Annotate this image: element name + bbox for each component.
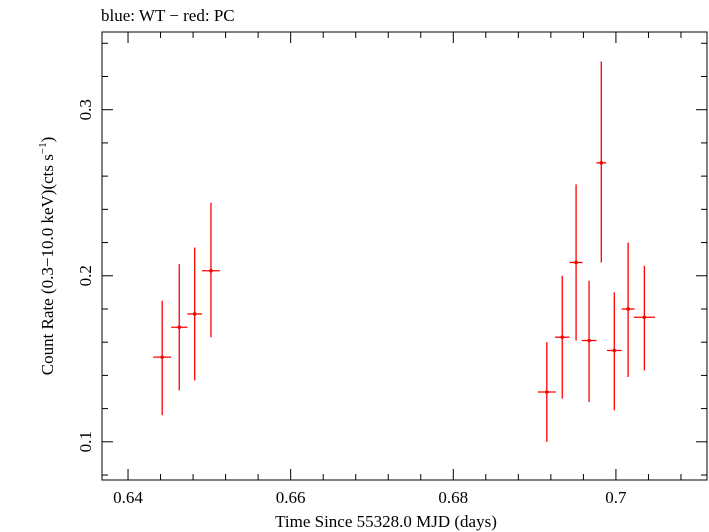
data-point <box>633 265 655 371</box>
plot-frame <box>101 31 708 481</box>
y-axis-label-end: ) <box>38 137 57 143</box>
x-axis-ticks: 0.64 0.66 0.68 0.7 <box>113 32 682 507</box>
x-tick-label: 0.68 <box>438 488 468 507</box>
data-point <box>621 242 635 378</box>
y-axis-label-main: Count Rate (0.3−10.0 keV)(cts s <box>38 154 57 375</box>
y-tick-label: 0.2 <box>76 265 95 286</box>
y-axis-ticks: 0.1 0.2 0.3 <box>76 42 707 476</box>
point-marker <box>545 390 549 394</box>
point-marker <box>192 312 197 316</box>
data-point <box>171 264 188 391</box>
point-marker <box>599 161 604 165</box>
point-marker <box>560 335 565 339</box>
data-point <box>202 202 220 338</box>
x-tick-label: 0.66 <box>276 488 306 507</box>
point-marker <box>574 260 578 265</box>
data-point <box>569 184 583 341</box>
y-tick-label: 0.1 <box>76 431 95 452</box>
point-marker <box>642 315 647 320</box>
data-points <box>153 61 655 442</box>
point-marker <box>626 307 630 311</box>
x-tick-label: 0.7 <box>605 488 627 507</box>
data-point <box>596 61 607 263</box>
x-axis-label: Time Since 55328.0 MJD (days) <box>275 512 497 531</box>
point-marker <box>209 268 213 273</box>
y-tick-label: 0.3 <box>76 99 95 120</box>
point-marker <box>587 338 591 343</box>
point-marker <box>160 355 164 359</box>
data-point <box>537 342 556 442</box>
data-point <box>554 275 570 399</box>
chart-title: blue: WT − red: PC <box>101 6 235 25</box>
data-point <box>187 247 203 381</box>
data-point <box>606 292 622 411</box>
y-axis-label-exponent: −1 <box>37 142 49 154</box>
point-marker <box>177 325 182 330</box>
data-point <box>153 300 172 416</box>
y-axis-label: Count Rate (0.3−10.0 keV)(cts s−1) <box>37 137 57 376</box>
point-marker <box>612 348 617 353</box>
data-point <box>581 280 597 402</box>
x-tick-label: 0.64 <box>113 488 143 507</box>
